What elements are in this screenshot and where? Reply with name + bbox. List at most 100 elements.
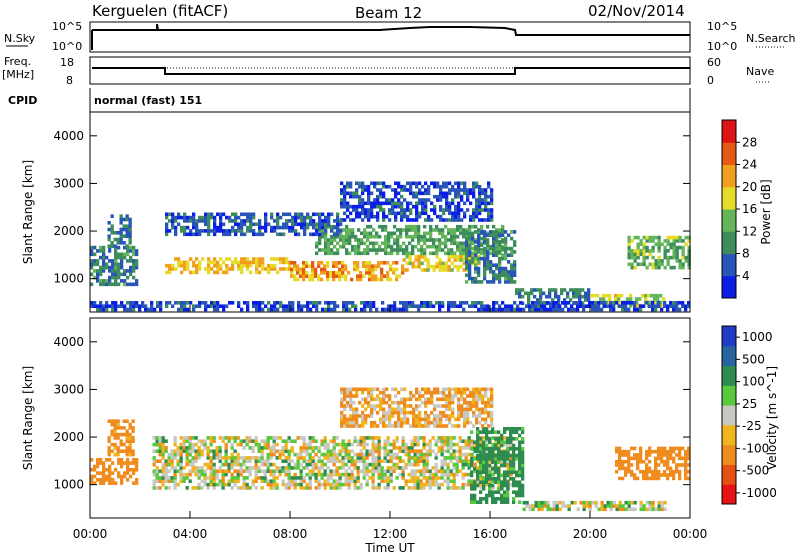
heatmap-cell-r10-162 — [342, 301, 346, 305]
heatmap-cell-r2-226 — [215, 469, 219, 473]
heatmap-cell-r11-121 — [388, 208, 392, 212]
heatmap-cell-r6-62 — [361, 420, 365, 425]
heatmap-cell-r4-16 — [417, 254, 421, 259]
heatmap-cell-r5-33 — [330, 238, 334, 242]
heatmap-cell-r2-573 — [317, 446, 321, 450]
heatmap-cell-r5-202 — [420, 244, 424, 249]
heatmap-cell-r2-588 — [323, 462, 327, 467]
heatmap-cell-r0-75 — [135, 458, 139, 462]
heatmap-cell-r3-50 — [326, 274, 330, 278]
heatmap-cell-r10-144 — [315, 307, 319, 312]
heatmap-cell-r6-4 — [340, 410, 344, 415]
heatmap-cell-r5-188 — [414, 244, 418, 249]
heatmap-cell-r12-183 — [291, 225, 295, 230]
heatmap-cell-r3-85 — [485, 427, 489, 431]
heatmap-cell-r10-386 — [678, 301, 682, 305]
heatmap-cell-r6-138 — [504, 256, 508, 261]
heatmap-cell-r3-71 — [485, 480, 489, 484]
heatmap-cell-r10-151 — [327, 307, 331, 312]
heatmap-cell-r2-86 — [173, 436, 177, 440]
heatmap-cell-r2-992 — [437, 469, 441, 473]
heatmap-cell-r5-107 — [369, 241, 373, 246]
heatmap-cell-r2-198 — [209, 479, 213, 483]
heatmap-cell-r6-301 — [451, 387, 455, 392]
heatmap-cell-r2-526 — [305, 459, 309, 463]
heatmap-cell-r2-658 — [341, 446, 345, 450]
heatmap-cell-r2-81 — [173, 456, 177, 460]
heatmap-cell-r3-74 — [485, 470, 489, 474]
heatmap-cell-r11-142 — [397, 201, 401, 206]
heatmap-cell-r9-11 — [630, 252, 634, 257]
heatmap-cell-r12-73 — [213, 229, 217, 233]
heatmap-cell-r10-26 — [126, 307, 130, 312]
heatmap-cell-r3-6 — [470, 470, 474, 474]
heatmap-cell-r6-185 — [409, 404, 413, 408]
heatmap-cell-r11-11 — [343, 198, 347, 202]
heatmap-cell-r10-253 — [489, 307, 493, 312]
heatmap-cell-r3-107 — [371, 271, 375, 275]
heatmap-cell-r2-355 — [254, 456, 258, 460]
heatmap-cell-r9-77 — [663, 252, 667, 257]
heatmap-cell-r2-495 — [296, 456, 300, 460]
heatmap-cell-r6-267 — [442, 424, 446, 428]
heatmap-cell-r2-577 — [320, 466, 324, 470]
heatmap-cell-r6-186 — [409, 397, 413, 402]
heatmap-cell-r3-94 — [488, 457, 492, 461]
heatmap-cell-r11-168 — [406, 181, 410, 186]
heatmap-cell-r2-1089 — [464, 456, 468, 460]
heatmap-cell-r2-175 — [200, 449, 204, 453]
heatmap-cell-r6-138 — [388, 394, 392, 398]
heatmap-cell-r3-70 — [485, 493, 489, 498]
heatmap-cell-r11-190 — [415, 184, 419, 189]
heatmap-cell-r6-33 — [349, 404, 353, 408]
colorbar-segment — [722, 142, 736, 165]
heatmap-cell-r1-26 — [116, 426, 120, 430]
time-axis-label: Time UT — [364, 541, 415, 554]
heatmap-cell-r6-157 — [510, 270, 514, 274]
heatmap-cell-r2-64 — [167, 456, 171, 460]
heatmap-cell-r2-33 — [161, 482, 165, 487]
heatmap-cell-r11-163 — [406, 214, 410, 219]
heatmap-cell-r12-49 — [195, 219, 199, 223]
heatmap-cell-r5-243 — [441, 228, 445, 232]
time-tick-label: 16:00 — [473, 527, 508, 541]
heatmap-cell-r11-21 — [346, 184, 350, 189]
heatmap-cell-r4-13 — [417, 264, 421, 269]
heatmap-cell-r2-271 — [230, 479, 234, 483]
heatmap-cell-r1-16 — [113, 432, 117, 437]
heatmap-cell-r3-120 — [494, 470, 498, 474]
heatmap-cell-r12-181 — [288, 212, 292, 217]
heatmap-cell-r2-488 — [293, 452, 297, 457]
heatmap-cell-r2-69 — [170, 462, 174, 467]
heatmap-cell-r5-336 — [489, 251, 493, 256]
heatmap-cell-r11-310 — [466, 198, 470, 202]
heatmap-cell-r3-101 — [491, 500, 495, 504]
heatmap-cell-r12-227 — [318, 222, 322, 227]
heatmap-cell-r12-41 — [192, 222, 196, 227]
heatmap-cell-r10-195 — [396, 307, 400, 312]
heatmap-cell-r10-276 — [525, 304, 529, 308]
heatmap-cell-r2-1136 — [479, 476, 483, 480]
heatmap-cell-r5-133 — [384, 238, 388, 242]
heatmap-cell-r6-142 — [504, 243, 508, 247]
time-tick-label: 08:00 — [273, 527, 308, 541]
heatmap-cell-r3-30 — [311, 274, 315, 278]
heatmap-cell-r12-113 — [240, 229, 244, 233]
heatmap-cell-r10-294 — [546, 301, 550, 305]
heatmap-cell-r6-393 — [484, 387, 488, 392]
heatmap-cell-r6-113 — [498, 276, 502, 281]
heatmap-cell-r3-92 — [488, 470, 492, 474]
heatmap-cell-r9-82 — [666, 259, 670, 263]
heatmap-cell-r11-79 — [370, 208, 374, 212]
heatmap-cell-r5-40 — [333, 234, 337, 239]
heatmap-cell-r12-138 — [255, 232, 259, 237]
heatmap-cell-r5-9 — [318, 234, 322, 239]
heatmap-cell-r3-123 — [383, 261, 387, 265]
heatmap-cell-r5-28 — [627, 459, 631, 464]
heatmap-cell-r5-136 — [384, 224, 388, 229]
heatmap-cell-r12-185 — [291, 219, 295, 223]
heatmap-cell-r3-124 — [494, 453, 498, 458]
heatmap-cell-r4-42 — [585, 504, 589, 508]
heatmap-cell-r2-739 — [365, 469, 369, 473]
heatmap-cell-r3-123 — [494, 460, 498, 464]
